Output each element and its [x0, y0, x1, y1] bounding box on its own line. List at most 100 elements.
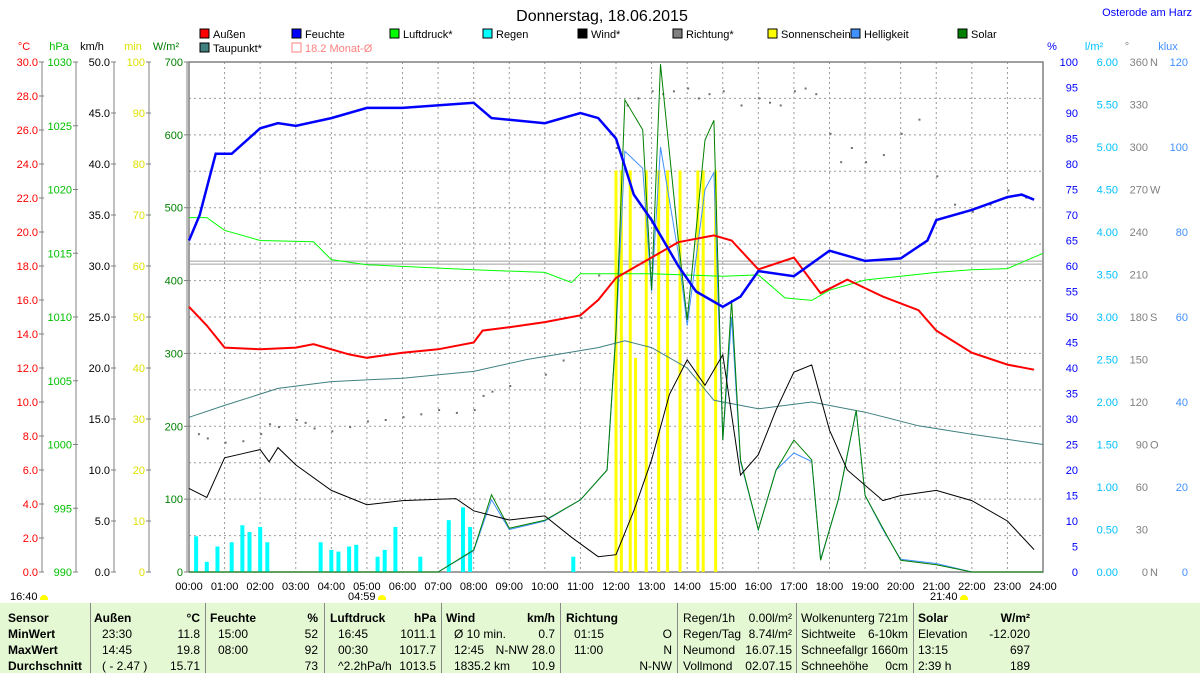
tick-label-temp: 18.0: [17, 261, 38, 273]
tick-label-sunshine: 20: [133, 465, 145, 477]
tick-label-humidity: 45: [1066, 338, 1078, 350]
legend-swatch: [577, 28, 588, 39]
x-tick-label: 13:00: [638, 581, 666, 593]
table-cell-value: 8.74l/m²: [748, 627, 792, 641]
table-cell-label: Regen/Tag: [683, 627, 742, 641]
tick-label-temp: 2.0: [23, 533, 38, 545]
axis-unit-direction: °: [1125, 41, 1129, 53]
axis-unit-rain: l/m²: [1085, 41, 1104, 53]
table-cell-label: Schneehöhe: [801, 659, 869, 673]
tick-label-pressure: 1020: [48, 185, 72, 197]
x-tick-label: 07:00: [424, 581, 452, 593]
tick-label-solar: 200: [165, 421, 183, 433]
tick-label-humidity: 15: [1066, 491, 1078, 503]
x-tick-label: 06:00: [389, 581, 417, 593]
tick-label-temp: 0.0: [23, 567, 38, 579]
direction-dot: [989, 203, 992, 206]
tick-label-light: 60: [1176, 312, 1188, 324]
tick-label-sunshine: 40: [133, 363, 145, 375]
direction-dot: [840, 161, 843, 164]
table-cell-value: 189: [1009, 659, 1030, 673]
direction-dot: [384, 419, 387, 421]
table-cell-value: 0.7: [538, 627, 555, 641]
direction-dot: [740, 104, 743, 107]
direction-dot: [829, 132, 832, 135]
table-header-unit: %: [307, 611, 318, 625]
direction-dot: [224, 441, 227, 444]
sunshine-bar: [714, 170, 718, 572]
direction-dot: [971, 210, 974, 213]
table-cell-label: 00:30: [338, 643, 369, 657]
tick-label-pressure: 1015: [48, 248, 72, 260]
table-header: Richtung: [566, 611, 618, 625]
table-cell-value: 1017.7: [399, 643, 436, 657]
direction-dot: [882, 154, 885, 157]
legend-label: Wind*: [591, 29, 621, 41]
x-tick-label: 17:00: [780, 581, 808, 593]
tick-label-temp: 6.0: [23, 465, 38, 477]
table-header: Wind: [446, 611, 476, 625]
direction-dot: [269, 423, 272, 426]
tick-label-rain: 1.50: [1097, 440, 1118, 452]
rain-bar: [418, 556, 423, 572]
tick-label-rain: 5.00: [1097, 142, 1118, 154]
table-cell-label: Schneefallgr: [801, 643, 868, 657]
table-cell-value: 0cm: [885, 659, 908, 673]
direction-dot: [687, 87, 690, 90]
sunshine-bar: [619, 170, 623, 572]
table-cell-value: 0.00l/m²: [748, 611, 792, 625]
tick-label-humidity: 95: [1066, 83, 1078, 95]
tick-label-humidity: 70: [1066, 210, 1078, 222]
table-cell-value: 1660m: [871, 643, 908, 657]
table-cell-label: Elevation: [918, 627, 968, 641]
tick-label-humidity: 25: [1066, 440, 1078, 452]
legend-swatch: [672, 28, 683, 39]
tick-label-pressure: 1005: [48, 376, 72, 388]
axis-unit-pressure: hPa: [49, 41, 69, 53]
row-label-max: MaxWert: [8, 643, 58, 657]
direction-dot: [804, 87, 807, 90]
table-cell-value: 02.07.15: [745, 659, 792, 673]
tick-label-humidity: 0: [1072, 567, 1078, 579]
tick-label-temp: 26.0: [17, 125, 38, 137]
tick-label-temp: 22.0: [17, 193, 38, 205]
tick-label-solar: 0: [177, 567, 183, 579]
rain-bar: [258, 526, 263, 572]
tick-label-humidity: 10: [1066, 516, 1078, 528]
tick-label-pressure: 1000: [48, 440, 72, 452]
tick-label-direction: 180: [1130, 312, 1148, 324]
series-line-feuchte: [187, 101, 1035, 309]
direction-dot: [793, 90, 796, 93]
tick-label-temp: 4.0: [23, 499, 38, 511]
location-link[interactable]: Osterode am Harz: [1102, 7, 1192, 19]
tick-label-rain: 3.00: [1097, 312, 1118, 324]
tick-label-humidity: 40: [1066, 363, 1078, 375]
series-line-wind: [188, 353, 1035, 558]
rain-bar: [329, 549, 334, 572]
tick-label-rain: 6.00: [1097, 57, 1118, 69]
legend-label: Luftdruck*: [403, 29, 453, 41]
tick-label-rain: 0.00: [1097, 567, 1118, 579]
tick-label-sunshine: 80: [133, 159, 145, 171]
sunrise-marker-prev: 16:40: [10, 591, 48, 603]
tick-label-light: 120: [1170, 57, 1188, 69]
table-header-unit: hPa: [413, 611, 436, 625]
weather-chart: Donnerstag, 18.06.2015 Osterode am Harz Au…: [17, 7, 1192, 593]
table-cell-label: 16:45: [338, 627, 369, 641]
compass-label: O: [1150, 440, 1159, 452]
tick-label-direction: 240: [1130, 227, 1148, 239]
rain-bar: [354, 544, 359, 572]
axis-unit-light: klux: [1158, 41, 1178, 53]
table-cell-value: 11.8: [177, 627, 200, 641]
table-header-unit: km/h: [526, 611, 555, 625]
table-cell-label: 2:39 h: [918, 659, 952, 673]
table-header: Solar: [918, 611, 949, 625]
table-cell-label: Wolkenunterg: [801, 611, 875, 625]
tick-label-temp: 14.0: [17, 329, 38, 341]
direction-dot: [313, 427, 316, 430]
compass-label: W: [1150, 185, 1161, 197]
table-cell-label: Neumond: [683, 643, 736, 657]
table-cell-label: 23:30: [102, 627, 133, 641]
direction-dot: [438, 409, 441, 412]
tick-label-wind: 5.0: [95, 516, 110, 528]
